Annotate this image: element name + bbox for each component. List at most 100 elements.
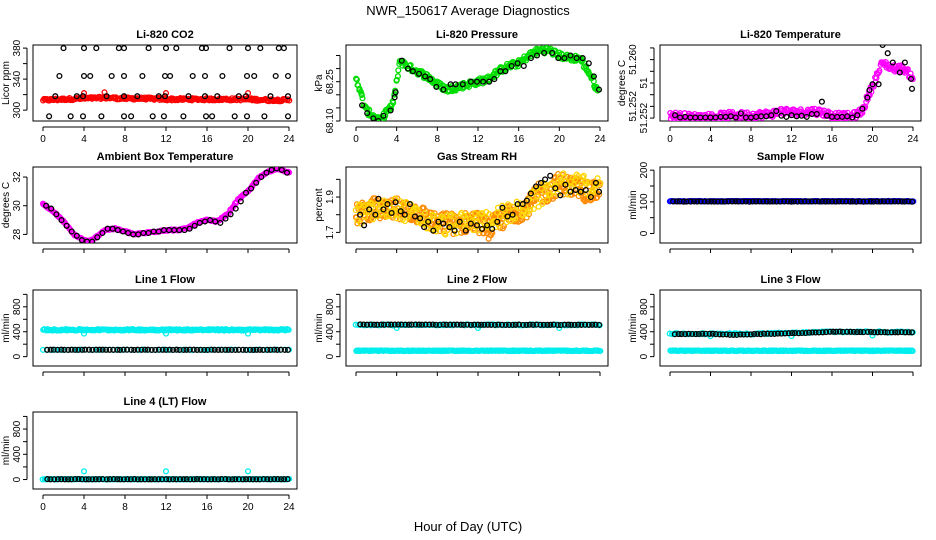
- data-point: [721, 198, 728, 205]
- data-point: [264, 476, 271, 483]
- data-point: [422, 321, 429, 328]
- data-point: [509, 211, 516, 218]
- data-point: [93, 346, 100, 353]
- x-tick-label: 8: [435, 134, 441, 145]
- data-point: [243, 476, 250, 483]
- data-point: [433, 228, 440, 235]
- data-point: [751, 330, 758, 338]
- data-point: [261, 113, 268, 120]
- y-tick-label: 400: [639, 323, 650, 340]
- data-point: [190, 346, 197, 353]
- data-point: [753, 198, 760, 205]
- data-point: [516, 321, 523, 328]
- data-point: [760, 198, 767, 205]
- data-point: [198, 45, 205, 52]
- data-point: [187, 476, 194, 483]
- data-point: [502, 321, 509, 328]
- data-point: [161, 93, 169, 100]
- data-point: [79, 113, 87, 120]
- data-point: [357, 321, 364, 328]
- data-point: [235, 346, 242, 353]
- data-point: [67, 113, 74, 120]
- data-point: [197, 346, 204, 353]
- y-tick-label: 30: [12, 200, 23, 212]
- data-point: [754, 330, 761, 338]
- data-point: [243, 72, 251, 80]
- data-point: [208, 476, 215, 483]
- x-tick-label: 12: [786, 134, 798, 145]
- data-point: [92, 476, 99, 483]
- y-axis-label: ml/min: [314, 313, 325, 342]
- data-point: [420, 221, 427, 228]
- data-point: [561, 55, 568, 62]
- data-point: [68, 346, 75, 353]
- data-point: [467, 78, 474, 85]
- data-point: [405, 321, 412, 328]
- data-point: [440, 220, 447, 227]
- data-point: [222, 476, 229, 483]
- data-point: [243, 113, 251, 120]
- data-point: [505, 321, 513, 328]
- x-tick-label: 24: [283, 502, 295, 513]
- data-point: [454, 321, 461, 328]
- x-tick-label: 8: [748, 134, 754, 145]
- data-point: [116, 346, 124, 353]
- data-point: [358, 91, 365, 99]
- data-point: [697, 198, 704, 205]
- data-point: [877, 329, 884, 336]
- data-point: [385, 321, 392, 328]
- data-point: [567, 52, 574, 59]
- data-point: [356, 85, 363, 92]
- y-tick-label: 1.7: [325, 225, 336, 239]
- data-point: [159, 346, 166, 353]
- data-point: [253, 179, 260, 186]
- data-point: [512, 321, 519, 328]
- data-point: [370, 115, 377, 121]
- data-point: [110, 476, 117, 483]
- data-point: [232, 205, 239, 212]
- data-point: [578, 321, 585, 328]
- data-point: [173, 45, 180, 52]
- plot-area: [666, 197, 917, 205]
- data-point: [354, 217, 361, 224]
- data-point: [186, 346, 193, 353]
- plot-box: [345, 44, 609, 122]
- series-line1-black: [44, 346, 291, 353]
- y-axis-label: ml/min: [1, 313, 12, 342]
- data-point: [579, 174, 586, 181]
- data-point: [843, 198, 850, 205]
- data-point: [271, 476, 278, 483]
- data-point: [826, 328, 833, 335]
- data-point: [585, 60, 592, 67]
- data-point: [898, 329, 905, 336]
- data-point: [781, 198, 788, 205]
- data-point: [393, 215, 400, 222]
- data-point: [429, 321, 436, 328]
- data-point: [682, 331, 689, 338]
- data-point: [536, 196, 543, 203]
- x-tick-label: 24: [283, 134, 295, 145]
- panel-li-820-temperature: Li-820 Temperature51.25251.2525151.260de…: [617, 29, 922, 145]
- data-point: [388, 209, 395, 217]
- data-point: [491, 321, 499, 328]
- data-point: [96, 346, 103, 353]
- data-point: [884, 50, 891, 57]
- data-point: [732, 114, 739, 121]
- data-point: [211, 346, 218, 353]
- data-point: [79, 93, 87, 100]
- data-point: [901, 59, 908, 66]
- plot-area: [39, 167, 293, 243]
- data-point: [450, 231, 457, 238]
- data-point: [388, 321, 395, 328]
- data-point: [357, 211, 364, 218]
- data-point: [48, 205, 55, 212]
- y-axis-label: degrees C: [617, 60, 628, 106]
- data-point: [685, 330, 692, 337]
- data-point: [532, 186, 539, 193]
- data-point: [226, 45, 233, 52]
- data-point: [201, 346, 208, 353]
- data-point: [699, 330, 706, 337]
- data-point: [124, 346, 131, 353]
- data-point: [392, 89, 399, 96]
